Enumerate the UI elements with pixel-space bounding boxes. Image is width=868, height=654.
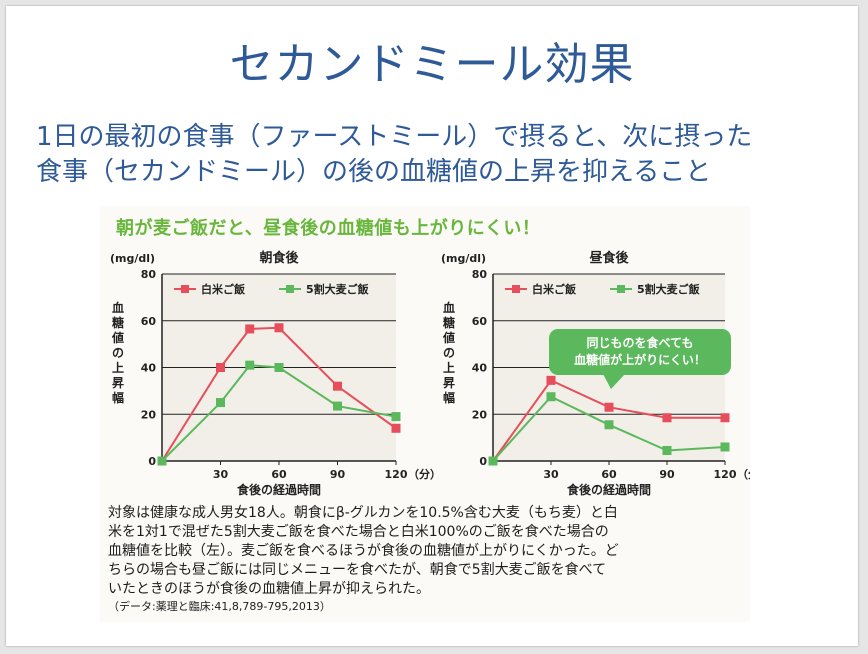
- x-tick-label: 30: [213, 468, 229, 481]
- y-axis-label-char: 血: [112, 300, 124, 315]
- data-point: [391, 423, 401, 433]
- y-axis-label-char: 上: [443, 360, 455, 375]
- y-tick-label: 80: [141, 268, 157, 281]
- data-point: [720, 442, 730, 452]
- annotation-pointer: [603, 374, 625, 389]
- data-point: [662, 413, 672, 423]
- legend-marker: [617, 285, 625, 293]
- y-unit-label: (mg/dl): [110, 252, 155, 265]
- x-unit-label: （分）: [408, 467, 441, 481]
- caption-line: ちらの場合も昼ご飯には同じメニューを食べたが、朝食で5割大麦ご飯を食べて: [108, 562, 607, 578]
- data-point: [546, 375, 556, 385]
- y-tick-label: 40: [472, 362, 488, 375]
- caption-line: 血糖値を比較（左）。麦ご飯を食べるほうが食後の血糖値が上がりにくかった。ど: [108, 543, 619, 559]
- data-point: [245, 360, 255, 370]
- y-unit-label: (mg/dl): [441, 252, 486, 265]
- subtitle-line: 1日の最初の食事（ファーストミール）で摂ると、次に摂った: [36, 122, 753, 152]
- caption-line: いたときのほうが食後の血糖値上昇が抑えられた。: [108, 581, 430, 597]
- x-axis-label: 食後の経過時間: [566, 482, 651, 497]
- y-axis-label-char: 昇: [443, 376, 455, 390]
- legend-marker: [286, 285, 294, 293]
- y-tick-label: 20: [141, 408, 157, 421]
- x-tick-label: 120: [385, 468, 408, 481]
- x-tick-label: 90: [330, 468, 346, 481]
- legend-entry: 白米ご飯: [532, 282, 576, 296]
- y-axis-label-char: の: [112, 346, 124, 360]
- data-point: [604, 402, 614, 412]
- annotation-text: 同じものを食べても: [587, 335, 694, 350]
- data-point: [245, 324, 255, 334]
- y-tick-label: 40: [141, 362, 157, 375]
- data-point: [546, 392, 556, 402]
- data-point: [274, 323, 284, 333]
- y-axis-label-char: の: [443, 346, 455, 360]
- chart-figure: 朝が麦ご飯だと、昼食後の血糖値も上がりにくい！ 0 20 40 60 80 30 60 90 1…: [100, 206, 750, 622]
- annotation-text: 血糖値が上がりにくい！: [574, 352, 706, 367]
- data-point: [391, 412, 401, 422]
- y-axis-label-char: 昇: [112, 376, 124, 390]
- data-point: [662, 445, 672, 455]
- y-tick-label: 60: [141, 315, 157, 328]
- annotation-bubble: [549, 329, 731, 375]
- x-tick-label: 120: [714, 468, 737, 481]
- x-tick-label: 30: [543, 468, 559, 481]
- y-axis-label-char: 値: [111, 330, 124, 345]
- data-point: [216, 398, 225, 408]
- y-axis-label-char: 値: [442, 330, 455, 345]
- series-line: [161, 364, 397, 462]
- y-axis-label-char: 上: [112, 360, 124, 375]
- data-point: [216, 363, 225, 372]
- x-tick-label: 60: [271, 468, 287, 481]
- legend-entry: 5割大麦ご飯: [637, 282, 700, 296]
- data-point: [720, 413, 730, 423]
- y-tick-label: 0: [148, 455, 156, 468]
- y-tick-label: 60: [472, 315, 488, 328]
- caption: 対象は健康な成人男女18人。朝食にβ-グルカンを10.5%含む大麦（もち麦）と白…: [108, 504, 758, 599]
- x-tick-label: 60: [601, 468, 617, 481]
- subtitle-line: 食事（セカンドミール）の後の血糖値の上昇を抑えること: [36, 157, 712, 187]
- caption-line: 対象は健康な成人男女18人。朝食にβ-グルカンを10.5%含む大麦（もち麦）と白: [108, 505, 618, 521]
- data-point: [333, 401, 342, 411]
- y-axis-label-char: 糖: [443, 315, 455, 330]
- y-axis-label-char: 糖: [112, 315, 124, 330]
- data-point: [604, 420, 614, 430]
- y-tick-label: 80: [472, 268, 488, 281]
- x-unit-label: （分）: [737, 467, 750, 481]
- series-line: [161, 326, 397, 462]
- caption-line: 米を1対1で混ぜた5割大麦ご飯を食べた場合と白米100%のご飯を食べた場合の: [108, 524, 609, 540]
- data-point: [488, 456, 498, 466]
- y-axis-label-char: 血: [443, 300, 455, 315]
- slide-title: セカンドミール効果: [229, 39, 635, 90]
- legend-entry: 5割大麦ご飯: [306, 282, 369, 296]
- data-point: [157, 456, 167, 466]
- x-tick-label: 90: [659, 468, 675, 481]
- x-axis-label: 食後の経過時間: [236, 482, 321, 497]
- data-point: [333, 381, 342, 391]
- data-point: [274, 363, 284, 372]
- panel-title: 朝食後: [259, 250, 299, 266]
- figure-heading: 朝が麦ご飯だと、昼食後の血糖値も上がりにくい！: [116, 218, 541, 239]
- data-source: （データ:薬理と臨床:41,8,789-795,2013）: [108, 600, 331, 613]
- legend-entry: 白米ご飯: [201, 282, 245, 296]
- legend-marker: [181, 285, 189, 293]
- y-tick-label: 0: [479, 455, 487, 468]
- slide-subtitle: 1日の最初の食事（ファーストミール）で摂ると、次に摂った 食事（セカンドミール）…: [36, 120, 836, 190]
- y-axis-label-char: 幅: [443, 390, 455, 405]
- panel-title: 昼食後: [589, 250, 629, 266]
- y-axis-label-char: 幅: [112, 390, 124, 405]
- y-tick-label: 20: [472, 408, 488, 421]
- legend-marker: [512, 285, 520, 293]
